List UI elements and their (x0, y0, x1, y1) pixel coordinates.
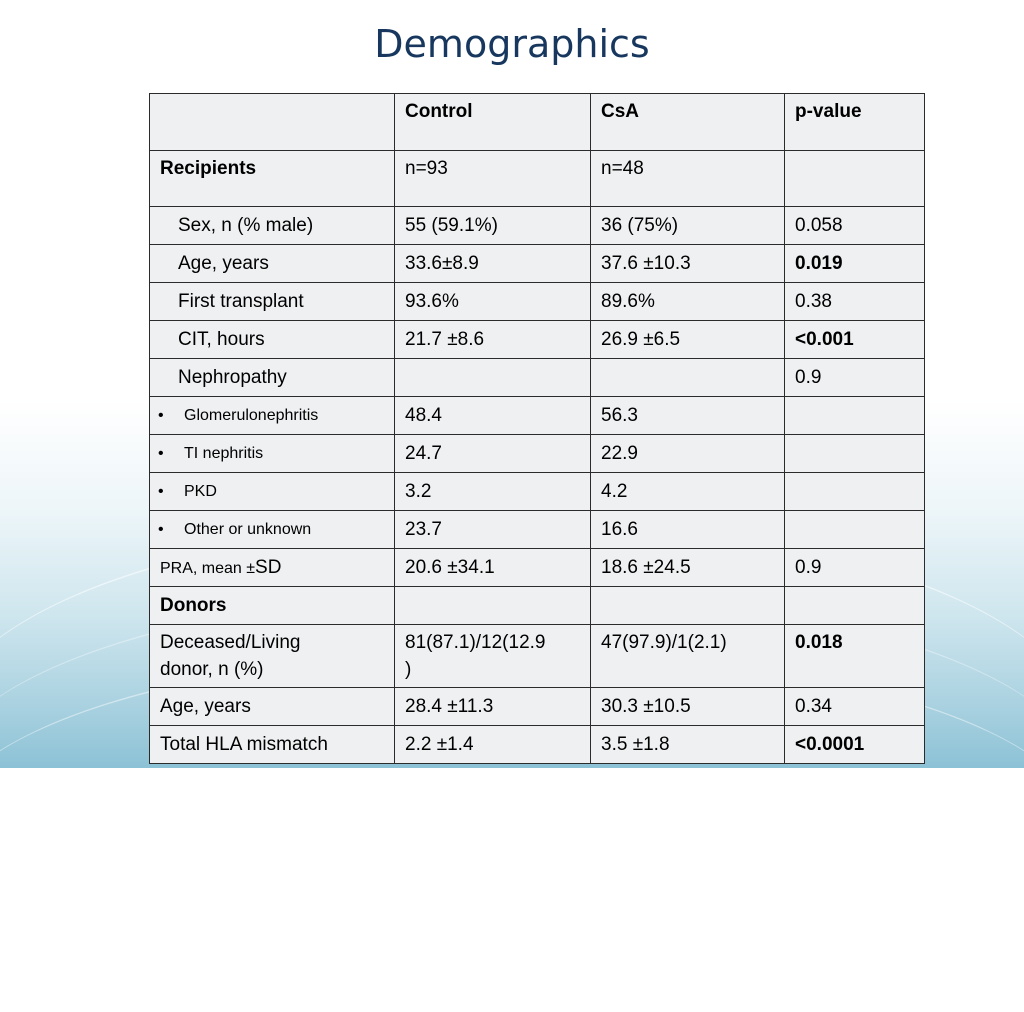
row-label: Donors (149, 586, 395, 625)
bullet-icon: • (158, 445, 164, 462)
row-label: Age, years (149, 687, 395, 726)
cell-p: 0.018 (784, 624, 925, 688)
bullet-icon: • (158, 483, 164, 500)
cell-control: 21.7 ±8.6 (394, 320, 591, 359)
header-csa: CsA (590, 93, 785, 151)
row-label: • Glomerulonephritis (149, 396, 395, 435)
cell-control: 81(87.1)/12(12.9) (394, 624, 591, 688)
table-row: Sex, n (% male) 55 (59.1%) 36 (75%) 0.05… (149, 206, 925, 245)
cell-p: 0.058 (784, 206, 925, 245)
row-label: • TI nephritis (149, 434, 395, 473)
cell-control: 93.6% (394, 282, 591, 321)
cell-csa: n=48 (590, 150, 785, 207)
row-label: PRA, mean ±SD (149, 548, 395, 587)
cell-p: 0.9 (784, 358, 925, 397)
cell-p (784, 396, 925, 435)
table-row: Deceased/Living donor, n (%) 81(87.1)/12(… (149, 624, 925, 688)
cell-control: 48.4 (394, 396, 591, 435)
table-row: Age, years 28.4 ±11.3 30.3 ±10.5 0.34 (149, 687, 925, 726)
cell-control: 2.2 ±1.4 (394, 725, 591, 764)
header-control: Control (394, 93, 591, 151)
row-label: Total HLA mismatch (149, 725, 395, 764)
cell-csa: 18.6 ±24.5 (590, 548, 785, 587)
cell-csa: 37.6 ±10.3 (590, 244, 785, 283)
table-row: PRA, mean ±SD 20.6 ±34.1 18.6 ±24.5 0.9 (149, 548, 925, 587)
cell-control (394, 358, 591, 397)
table-row: CIT, hours 21.7 ±8.6 26.9 ±6.5 <0.001 (149, 320, 925, 359)
cell-csa: 30.3 ±10.5 (590, 687, 785, 726)
cell-p (784, 510, 925, 549)
cell-csa (590, 586, 785, 625)
cell-control: 20.6 ±34.1 (394, 548, 591, 587)
row-label: Nephropathy (149, 358, 395, 397)
table-row: • PKD 3.2 4.2 (149, 472, 925, 511)
cell-csa: 36 (75%) (590, 206, 785, 245)
cell-p: 0.019 (784, 244, 925, 283)
row-label: Recipients (149, 150, 395, 207)
cell-control: 3.2 (394, 472, 591, 511)
cell-csa: 16.6 (590, 510, 785, 549)
cell-p: 0.38 (784, 282, 925, 321)
table-row: • Other or unknown 23.7 16.6 (149, 510, 925, 549)
table-row: • TI nephritis 24.7 22.9 (149, 434, 925, 473)
cell-csa: 3.5 ±1.8 (590, 725, 785, 764)
cell-control: n=93 (394, 150, 591, 207)
row-label: Sex, n (% male) (149, 206, 395, 245)
cell-csa (590, 358, 785, 397)
table-row: Recipients n=93 n=48 (149, 150, 925, 207)
cell-control: 23.7 (394, 510, 591, 549)
row-label: Deceased/Living donor, n (%) (149, 624, 395, 688)
table-header-row: Control CsA p-value (149, 93, 925, 151)
table-row: Age, years 33.6±8.9 37.6 ±10.3 0.019 (149, 244, 925, 283)
cell-control: 24.7 (394, 434, 591, 473)
cell-p (784, 150, 925, 207)
row-label: First transplant (149, 282, 395, 321)
header-p-value: p-value (784, 93, 925, 151)
cell-p: <0.0001 (784, 725, 925, 764)
bullet-icon: • (158, 407, 164, 424)
cell-p: <0.001 (784, 320, 925, 359)
demographics-table: Control CsA p-value Recipients n=93 n=48… (149, 93, 925, 764)
table-row: • Glomerulonephritis 48.4 56.3 (149, 396, 925, 435)
cell-csa: 89.6% (590, 282, 785, 321)
cell-csa: 22.9 (590, 434, 785, 473)
cell-control: 28.4 ±11.3 (394, 687, 591, 726)
cell-csa: 26.9 ±6.5 (590, 320, 785, 359)
cell-p (784, 472, 925, 511)
cell-control: 55 (59.1%) (394, 206, 591, 245)
table-row: Total HLA mismatch 2.2 ±1.4 3.5 ±1.8 <0.… (149, 725, 925, 764)
cell-p: 0.9 (784, 548, 925, 587)
cell-p (784, 586, 925, 625)
header-cell-empty (149, 93, 395, 151)
cell-control: 33.6±8.9 (394, 244, 591, 283)
bullet-icon: • (158, 521, 164, 538)
row-label: CIT, hours (149, 320, 395, 359)
cell-csa: 4.2 (590, 472, 785, 511)
cell-control (394, 586, 591, 625)
cell-p: 0.34 (784, 687, 925, 726)
row-label: • PKD (149, 472, 395, 511)
table-row: Nephropathy 0.9 (149, 358, 925, 397)
page-title: Demographics (374, 22, 650, 66)
cell-csa: 47(97.9)/1(2.1) (590, 624, 785, 688)
table-row: Donors (149, 586, 925, 625)
table-row: First transplant 93.6% 89.6% 0.38 (149, 282, 925, 321)
cell-csa: 56.3 (590, 396, 785, 435)
row-label: • Other or unknown (149, 510, 395, 549)
row-label: Age, years (149, 244, 395, 283)
cell-p (784, 434, 925, 473)
